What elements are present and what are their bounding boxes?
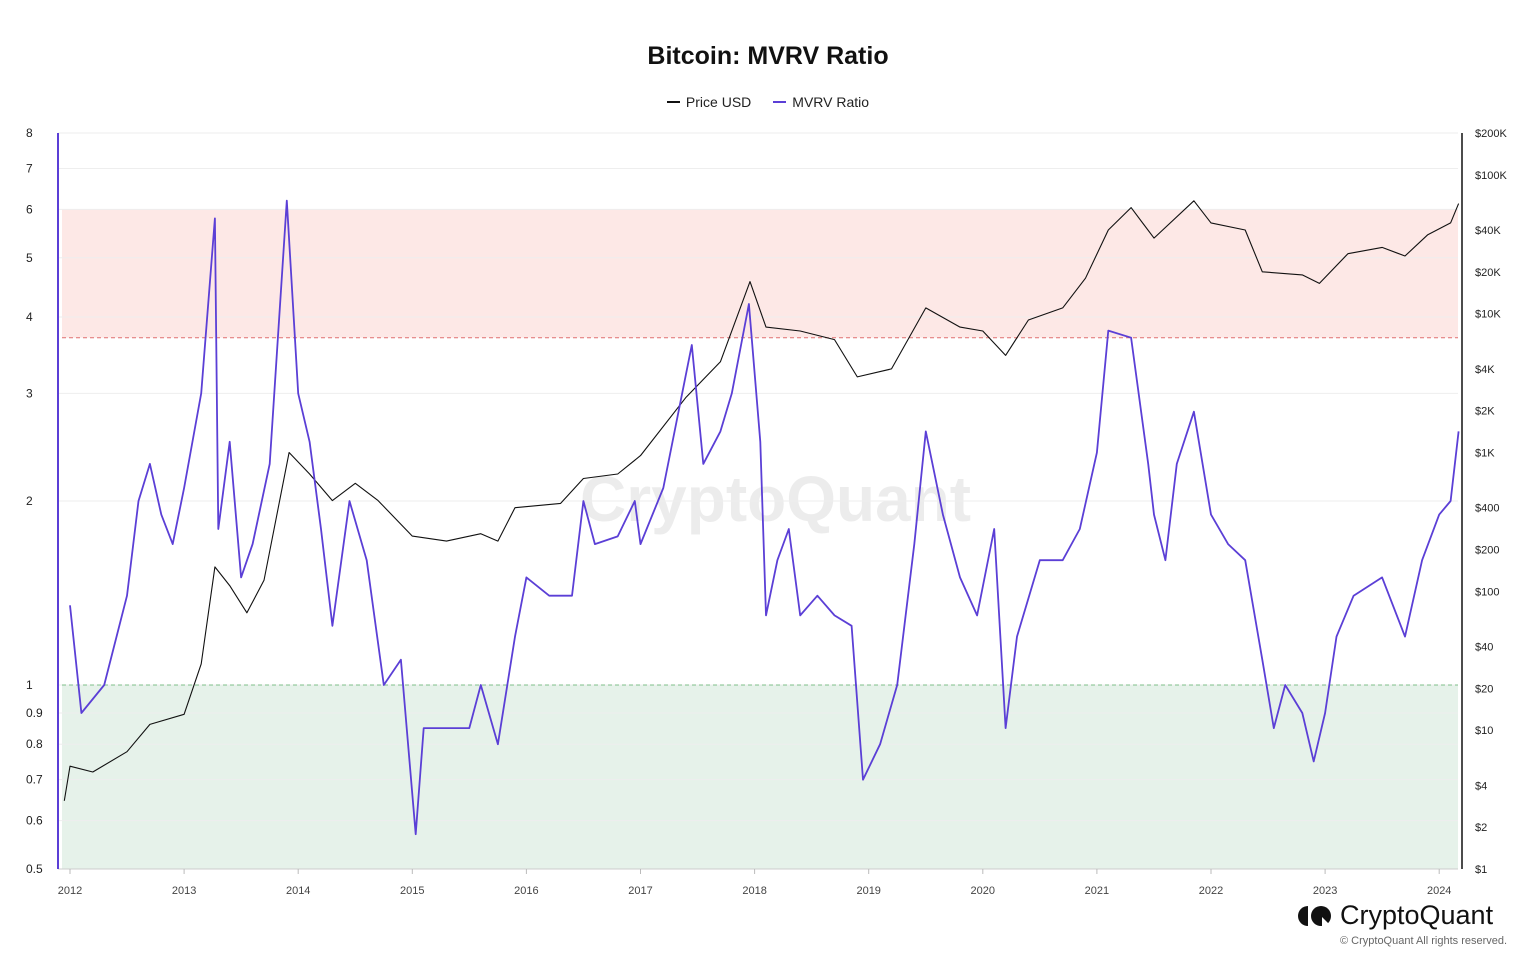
y-right-tick-label: $100K (1475, 170, 1507, 182)
x-tick-label: 2021 (1085, 885, 1109, 897)
band-0 (62, 209, 1458, 338)
series-line-price-usd (63, 200, 1460, 801)
y-right-tick-label: $10K (1475, 309, 1501, 321)
y-left-tick-label: 1 (26, 678, 33, 692)
legend-item-price[interactable]: Price USD (666, 94, 752, 110)
x-tick-label: 2024 (1427, 885, 1451, 897)
x-tick-label: 2019 (856, 885, 880, 897)
y-right-tick-label: $4 (1475, 780, 1487, 792)
x-tick-label: 2017 (628, 885, 652, 897)
y-left-tick-label: 0.9 (26, 706, 43, 720)
y-left-tick-label: 4 (26, 310, 33, 324)
cryptoquant-logo-icon (1298, 905, 1332, 927)
y-left-tick-label: 0.7 (26, 773, 43, 787)
y-left-tick-label: 0.5 (26, 862, 43, 876)
y-left-tick-label: 5 (26, 251, 33, 265)
x-tick-label: 2020 (971, 885, 995, 897)
y-left-tick-label: 3 (26, 386, 33, 400)
y-right-tick-label: $1K (1475, 447, 1495, 459)
copyright: © CryptoQuant All rights reserved. (1340, 935, 1508, 947)
legend-swatch-price (666, 101, 680, 103)
x-tick-label: 2015 (400, 885, 424, 897)
watermark: CryptoQuant (580, 463, 972, 535)
y-right-tick-label: $200K (1475, 128, 1507, 140)
legend: Price USD MVRV Ratio (0, 94, 1536, 110)
y-right-tick-label: $2K (1475, 406, 1495, 418)
y-left-tick-label: 0.6 (26, 814, 43, 828)
chart-title: Bitcoin: MVRV Ratio (647, 42, 889, 70)
y-right-tick-label: $4K (1475, 364, 1495, 376)
y-left-tick-label: 0.8 (26, 737, 43, 751)
y-right-tick-label: $20K (1475, 267, 1501, 279)
y-right-tick-label: $40 (1475, 642, 1493, 654)
brand-name: CryptoQuant (1340, 900, 1494, 930)
series-line-mvrv-ratio (69, 199, 1460, 836)
y-right-tick-label: $40K (1475, 225, 1501, 237)
x-tick-label: 2022 (1199, 885, 1223, 897)
y-right-tick-label: $200 (1475, 545, 1499, 557)
y-right-tick-label: $100 (1475, 586, 1499, 598)
y-left-tick-label: 7 (26, 161, 33, 175)
y-left-tick-label: 8 (26, 126, 33, 140)
x-tick-label: 2013 (172, 885, 196, 897)
x-tick-label: 2018 (742, 885, 766, 897)
legend-label-mvrv: MVRV Ratio (792, 94, 870, 110)
band-1 (62, 685, 1458, 869)
x-tick-label: 2016 (514, 885, 538, 897)
y-right-tick-label: $20 (1475, 683, 1493, 695)
brand-logo: CryptoQuant (1298, 900, 1493, 931)
legend-swatch-mvrv (773, 101, 787, 103)
legend-item-mvrv[interactable]: MVRV Ratio (773, 94, 869, 110)
x-tick-label: 2023 (1313, 885, 1337, 897)
y-right-tick-label: $2 (1475, 822, 1487, 834)
x-tick-label: 2012 (58, 885, 82, 897)
y-right-tick-label: $400 (1475, 503, 1499, 515)
y-left-tick-label: 6 (26, 202, 33, 216)
y-left-tick-label: 2 (26, 494, 33, 508)
x-tick-label: 2014 (286, 885, 310, 897)
legend-label-price: Price USD (685, 94, 752, 110)
y-right-tick-label: $1 (1475, 864, 1487, 876)
y-right-tick-label: $10 (1475, 725, 1493, 737)
